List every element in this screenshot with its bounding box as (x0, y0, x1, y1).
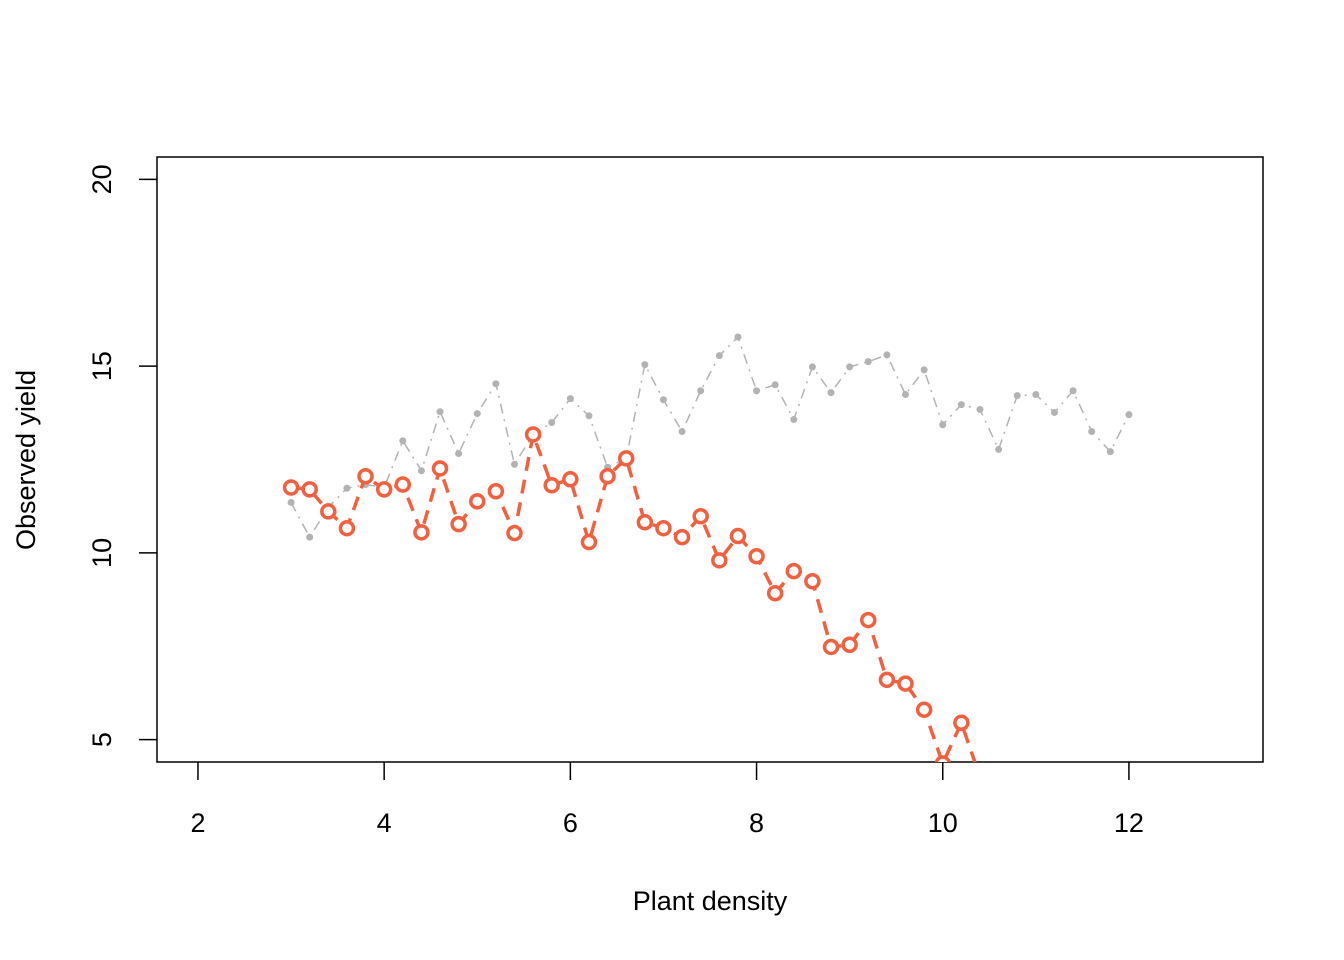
gray-point (399, 437, 407, 445)
red-point (450, 515, 467, 533)
gray-point (808, 363, 816, 371)
red-point (469, 493, 486, 510)
red-point (599, 468, 616, 485)
red-point (897, 675, 914, 692)
red-point (301, 481, 318, 498)
red-point (973, 770, 986, 783)
gray-point (641, 361, 649, 369)
gray-point (455, 450, 463, 458)
gray-point (976, 405, 984, 413)
red-point (338, 519, 356, 537)
red-point (711, 552, 728, 569)
gray-point (846, 363, 854, 371)
gray-point (995, 445, 1003, 453)
gray-point (902, 391, 910, 399)
gray-point (1088, 427, 1096, 435)
red-point (413, 524, 430, 541)
gray-point (492, 380, 500, 388)
gray-point (659, 396, 667, 404)
red-point (785, 562, 803, 580)
red-point (878, 671, 896, 689)
series-line (290, 335, 1130, 539)
x-tick-label: 12 (1114, 808, 1144, 838)
red-point (487, 482, 505, 500)
gray-point (734, 333, 742, 341)
gray-point (473, 410, 481, 418)
red-point (282, 479, 300, 496)
red-point (841, 636, 858, 653)
gray-point (343, 484, 351, 492)
red-point (431, 460, 449, 477)
x-tick-label: 2 (190, 808, 205, 838)
gray-point (566, 395, 574, 403)
red-point (934, 755, 951, 762)
y-tick-label: 20 (87, 164, 117, 194)
gray-point (827, 389, 835, 397)
gray-point (1013, 392, 1021, 400)
gray-point (1032, 391, 1040, 399)
red-point (860, 611, 877, 629)
x-axis-label: Plant density (633, 886, 788, 916)
gray-point (790, 416, 798, 424)
red-point (375, 481, 393, 498)
red-point (617, 450, 635, 467)
gray-point (697, 387, 705, 395)
red-point (543, 477, 560, 494)
red-point (766, 584, 784, 602)
gray-point (548, 419, 556, 427)
red-point (673, 528, 691, 546)
gray-point (957, 401, 965, 409)
red-point (822, 638, 840, 656)
x-tick-label: 6 (563, 808, 578, 838)
red-point (953, 714, 970, 732)
gray-point (510, 460, 518, 468)
gray-point (753, 387, 761, 395)
gray-point (306, 533, 314, 541)
gray-point (1125, 411, 1133, 419)
plot-area (282, 333, 1133, 783)
gray-point (417, 467, 425, 475)
gray-point (1050, 408, 1058, 416)
red-point (580, 533, 598, 551)
y-tick-label: 10 (87, 538, 117, 568)
gray-point (1106, 448, 1114, 456)
red-point (748, 547, 765, 565)
gray-point (864, 358, 872, 366)
red-point (394, 476, 412, 493)
y-tick-label: 5 (87, 732, 117, 747)
gray-point (678, 427, 686, 435)
gray-point (920, 366, 928, 374)
red-point (357, 468, 374, 485)
red-point (636, 513, 654, 531)
gray-point (287, 498, 295, 506)
red-point (804, 572, 821, 590)
series-line (290, 427, 977, 762)
gray-point (939, 421, 947, 429)
red-point (562, 471, 579, 488)
red-point (655, 519, 672, 537)
red-point (915, 701, 933, 718)
red-point (506, 524, 523, 542)
gray-point (771, 381, 779, 389)
red-point (524, 426, 542, 443)
y-tick-label: 15 (87, 351, 117, 381)
gray-point (883, 351, 891, 359)
plot-box (156, 156, 1264, 763)
gray-point (436, 408, 444, 416)
gray-point (585, 412, 593, 420)
x-tick-label: 8 (749, 808, 764, 838)
y-axis-label: Observed yield (11, 370, 41, 550)
x-tick-label: 10 (928, 808, 958, 838)
gray-point (1069, 387, 1077, 395)
red-point (320, 503, 337, 520)
x-tick-label: 4 (377, 808, 392, 838)
red-point (692, 508, 709, 525)
red-point (729, 527, 747, 545)
gray-point (715, 352, 723, 360)
